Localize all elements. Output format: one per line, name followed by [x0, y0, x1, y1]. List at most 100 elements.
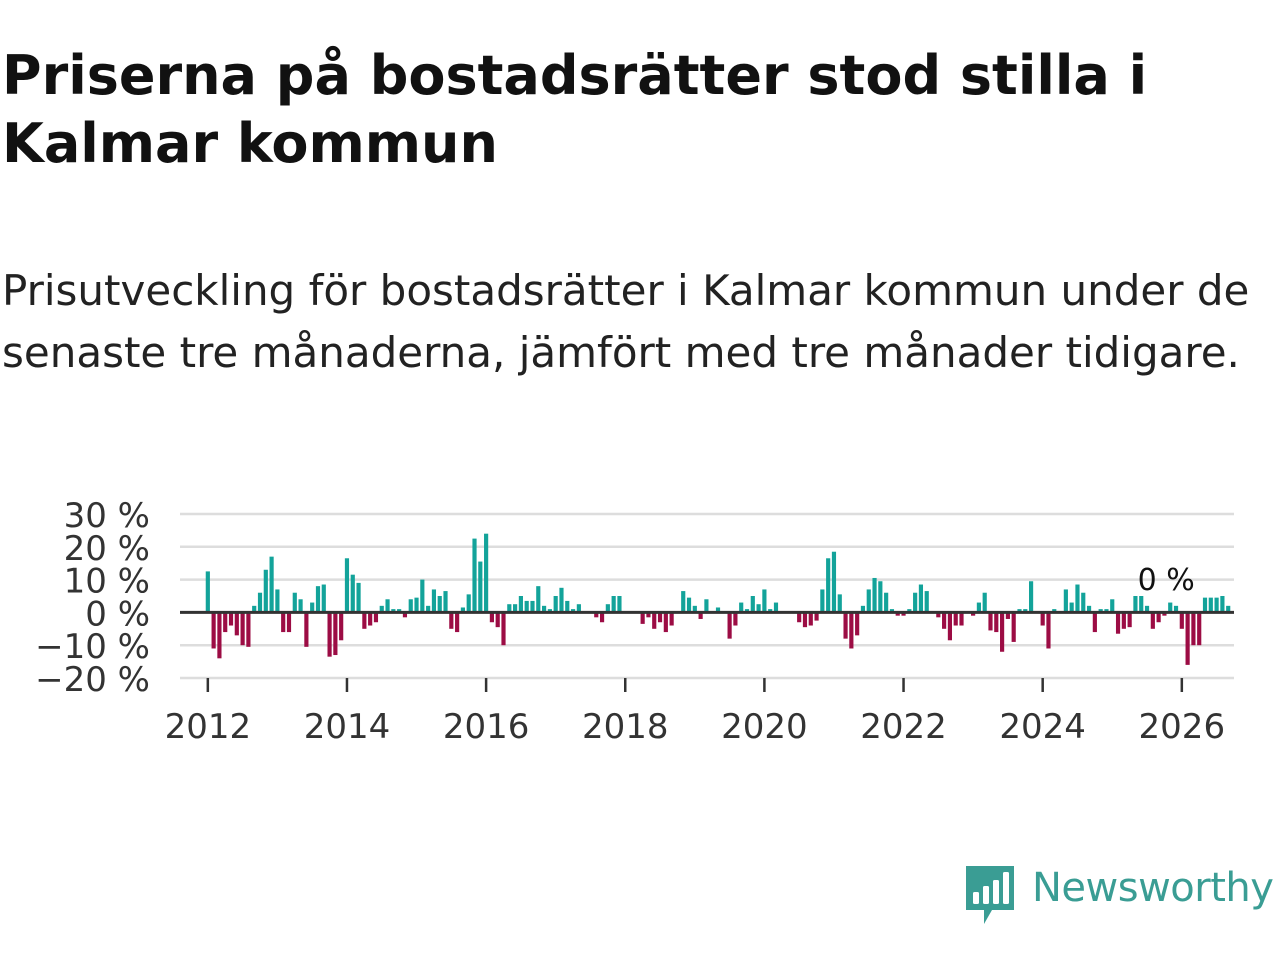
- bar: [715, 607, 721, 613]
- bar: [1046, 612, 1051, 649]
- bar: [1000, 612, 1005, 652]
- bar: [286, 612, 292, 633]
- x-tick-label: 2014: [304, 707, 391, 747]
- bar: [953, 612, 958, 626]
- brand-name: Newsworthy: [1032, 865, 1274, 911]
- bar: [252, 605, 257, 613]
- bar: [350, 574, 355, 613]
- bar: [907, 609, 912, 613]
- bar: [942, 612, 947, 629]
- bar: [1127, 612, 1132, 628]
- y-tick-label: 20 %: [64, 529, 150, 569]
- x-tick-label: 2024: [999, 707, 1086, 747]
- bar: [884, 592, 889, 613]
- bar: [1017, 609, 1022, 613]
- bar: [1063, 589, 1068, 613]
- bar: [913, 592, 918, 613]
- annotation-layer: 0 %: [1138, 563, 1195, 598]
- bar: [420, 579, 425, 613]
- bar: [1115, 612, 1121, 634]
- bar: [524, 600, 529, 613]
- bar: [275, 589, 280, 613]
- bar: [773, 602, 779, 613]
- x-tick-label: 2016: [443, 707, 530, 747]
- bar: [368, 612, 373, 626]
- newsworthy-chart-logo-icon: [966, 866, 1014, 924]
- bar: [344, 558, 350, 613]
- x-tick-label: 2026: [1139, 707, 1226, 747]
- bar: [472, 538, 477, 613]
- bar: [513, 604, 518, 613]
- x-tick-label: 2012: [165, 707, 252, 747]
- y-tick-label: 0 %: [85, 594, 150, 634]
- bar: [744, 609, 750, 613]
- bar: [686, 597, 692, 613]
- bar: [866, 589, 871, 613]
- bar: [362, 612, 367, 629]
- bar: [988, 612, 993, 631]
- bar: [1150, 612, 1155, 629]
- bar: [304, 612, 309, 647]
- page-subtitle: Prisutveckling för bostadsrätter i Kalma…: [2, 266, 1250, 377]
- bar: [947, 612, 952, 641]
- bar-series: [205, 533, 1231, 665]
- bar: [1214, 597, 1219, 613]
- bar: [889, 609, 895, 613]
- bar: [426, 605, 431, 613]
- bar: [576, 604, 581, 613]
- bar: [292, 592, 297, 613]
- bar: [820, 589, 825, 613]
- bar: [408, 599, 413, 613]
- bar: [976, 602, 981, 613]
- bar: [466, 594, 471, 613]
- bar: [756, 604, 761, 613]
- bar: [611, 596, 616, 613]
- bar: [1173, 605, 1179, 613]
- y-tick-label: 10 %: [64, 562, 150, 602]
- bar: [501, 612, 506, 646]
- x-tick-label: 2018: [582, 707, 669, 747]
- bar: [971, 612, 976, 616]
- bar: [733, 612, 738, 626]
- bar: [356, 582, 361, 613]
- bar: [1081, 592, 1086, 613]
- bar: [310, 602, 315, 613]
- bar: [489, 612, 494, 623]
- bar: [837, 594, 842, 613]
- bar: [924, 591, 929, 613]
- bar: [1144, 605, 1150, 613]
- bar: [1220, 596, 1225, 613]
- bar: [872, 577, 877, 613]
- bar: [1040, 612, 1045, 626]
- bar: [802, 612, 808, 628]
- bar: [397, 609, 402, 613]
- bar: [808, 612, 813, 626]
- bar: [663, 612, 668, 633]
- bar: [750, 596, 755, 613]
- bar: [814, 612, 819, 621]
- bar: [449, 612, 454, 629]
- bar: [681, 591, 686, 613]
- bar: [1185, 612, 1190, 665]
- bar: [1104, 609, 1109, 613]
- bar: [570, 609, 576, 613]
- bar: [414, 597, 419, 613]
- bar: [843, 612, 848, 639]
- bar: [559, 587, 564, 613]
- bar: [1133, 596, 1138, 613]
- bar: [1023, 609, 1028, 613]
- bar: [223, 612, 228, 633]
- bar: [333, 612, 338, 656]
- bar: [762, 589, 767, 613]
- bar: [982, 592, 987, 613]
- bar: [895, 612, 900, 616]
- bar: [1139, 596, 1144, 613]
- x-tick-label: 2022: [860, 707, 947, 747]
- bar: [1098, 609, 1103, 613]
- bar: [831, 551, 837, 613]
- x-axis: 2012 2014 2016 2018 2020 2022 2024 2026: [165, 678, 1226, 747]
- bar: [959, 612, 964, 626]
- bar: [605, 604, 610, 613]
- bar: [298, 599, 303, 613]
- bar: [530, 600, 535, 613]
